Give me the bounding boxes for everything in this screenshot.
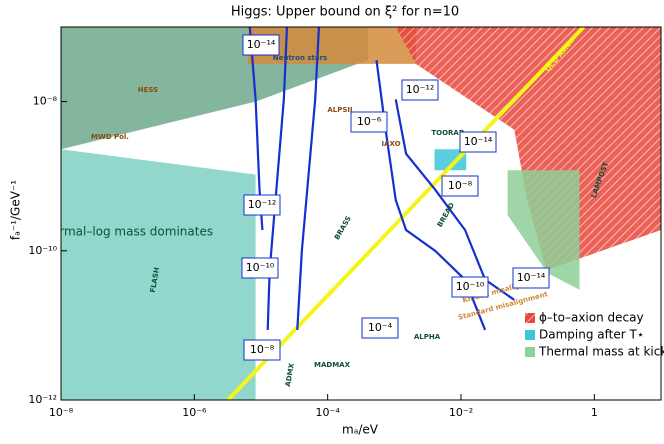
region <box>61 149 256 400</box>
contour-line <box>266 27 289 330</box>
region <box>247 27 416 64</box>
region <box>395 27 661 271</box>
y-axis-label: fₐ⁻¹/GeV⁻¹ <box>9 180 23 240</box>
contour-label-box <box>401 79 439 101</box>
contour-label: 10⁻¹² <box>406 83 435 96</box>
contour-label-box <box>451 276 489 298</box>
legend-label: Damping after T⋆ <box>539 328 644 342</box>
annotation: TOORAD <box>431 129 464 137</box>
contour-label-box <box>512 267 550 289</box>
y-tick-label: 10⁻⁸ <box>33 95 58 108</box>
qcd-axion-line <box>226 27 586 400</box>
x-tick-label: 10⁻⁸ <box>49 406 74 419</box>
x-axis-label: mₐ/eV <box>342 423 379 437</box>
contour-label: 10⁻¹⁴ <box>247 38 276 51</box>
contour-label-box <box>243 339 281 361</box>
legend-swatch <box>525 347 535 357</box>
contour-label-box <box>350 111 388 133</box>
annotation: ADMX <box>284 362 296 387</box>
contour-label: 10⁻⁸ <box>448 179 473 192</box>
contour-label: 10⁻¹² <box>248 198 277 211</box>
contour-label-box <box>361 317 399 339</box>
annotation: ALPSII <box>327 106 352 114</box>
x-tick-label: 10⁻² <box>449 406 473 419</box>
plot-frame <box>60 26 662 401</box>
annotation: BRASS <box>333 215 353 241</box>
region <box>507 170 580 290</box>
contour-label: 10⁻⁶ <box>357 115 382 128</box>
y-tick-label: 10⁻¹² <box>28 393 57 406</box>
contour-label-box <box>441 175 479 197</box>
contour-line <box>394 99 515 301</box>
chart-title: Higgs: Upper bound on ξ² for n=10 <box>231 5 459 20</box>
plot-area: Neutron stars HESS MWD Pol. ALPSII IAXO TOORA… <box>36 27 661 400</box>
contour-label-box <box>459 131 497 153</box>
annotation: ALPHA <box>414 333 441 341</box>
contour-label: 10⁻¹⁰ <box>456 280 485 293</box>
contour-line <box>296 27 321 330</box>
contour-label-box <box>242 34 280 56</box>
contour-label: 10⁻⁸ <box>250 343 275 356</box>
contour-label: 10⁻¹⁴ <box>517 271 546 284</box>
legend-label: ϕ–to–axion decay <box>539 311 644 325</box>
contour-label-box <box>243 194 281 216</box>
contour-label-box <box>241 257 279 279</box>
x-tick-label: 1 <box>591 406 598 419</box>
annotation: MWD Pol. <box>91 133 129 141</box>
contour-label: 10⁻⁴ <box>368 321 393 334</box>
annotation: Thermal–log mass dominates <box>36 225 213 239</box>
y-tick-label: 10⁻¹⁰ <box>28 244 57 257</box>
legend-label: Thermal mass at kick <box>538 345 664 359</box>
contour-label: 10⁻¹⁴ <box>464 135 493 148</box>
legend-swatch <box>525 330 535 340</box>
x-tick-label: 10⁻⁶ <box>182 406 207 419</box>
x-tick-label: 10⁻⁴ <box>316 406 341 419</box>
region <box>434 149 467 171</box>
legend-swatch <box>525 313 535 323</box>
annotation: IAXO <box>381 140 400 148</box>
annotation: HESS <box>138 86 158 94</box>
contour-label: 10⁻¹⁰ <box>246 261 275 274</box>
annotation: Neutron stars <box>273 54 327 62</box>
annotation: MADMAX <box>314 361 351 369</box>
